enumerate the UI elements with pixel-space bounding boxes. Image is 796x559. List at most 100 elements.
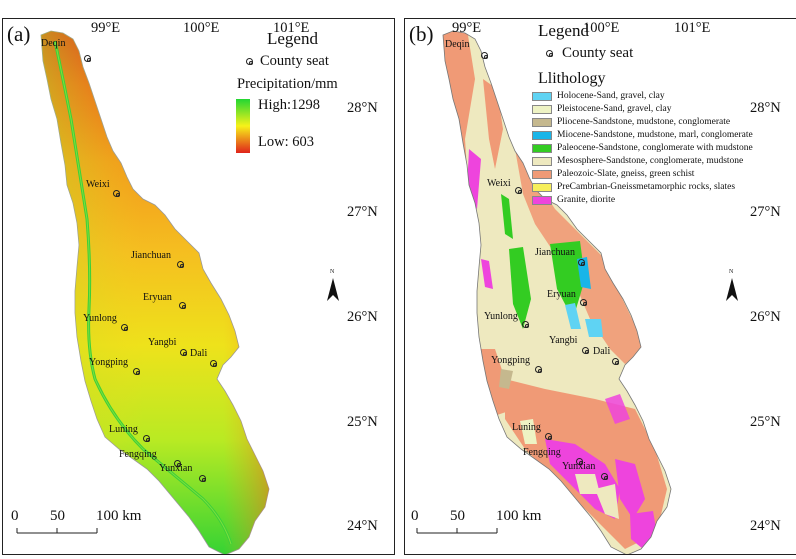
lithology-swatch — [532, 118, 552, 127]
precip-legend-title: Precipitation/mm — [237, 76, 338, 92]
county-seat-icon — [199, 475, 206, 482]
county-seat-icon — [246, 58, 253, 65]
city-label-jianchuan: Jianchuan — [131, 250, 171, 261]
city-label-eryuan: Eryuan — [547, 289, 576, 300]
lithology-swatch — [532, 170, 552, 179]
lithology-label: Granite, diorite — [557, 195, 616, 205]
lithology-swatch — [532, 92, 552, 101]
lithology-label: Miocene-Sandstone, mudstone, marl, congl… — [557, 130, 753, 140]
precip-color-ramp — [236, 99, 250, 153]
county-seat-icon — [535, 366, 542, 373]
lat-label: 27°N — [347, 204, 378, 220]
lithology-label: Mesosphere-Sandstone, conglomerate, muds… — [557, 156, 744, 166]
scale-label-100: 100 km — [96, 508, 142, 524]
city-label-deqin: Deqin — [41, 38, 66, 49]
panel-label: (a) — [7, 22, 31, 46]
city-label-eryuan: Eryuan — [143, 292, 172, 303]
county-seat-legend-label: County seat — [260, 53, 329, 69]
river-line — [54, 40, 232, 545]
lat-label: 24°N — [347, 518, 378, 534]
lat-label: 26°N — [750, 309, 781, 325]
lithology-label: Pliocene-Sandstone, mudstone, conglomera… — [557, 117, 731, 127]
basin-outline — [442, 30, 672, 554]
county-seat-legend-label: County seat — [562, 45, 634, 61]
lat-label: 25°N — [347, 414, 378, 430]
panel-label: (b) — [409, 22, 434, 46]
county-seat-icon — [179, 302, 186, 309]
lon-label: 101°E — [674, 20, 711, 36]
lat-label: 26°N — [347, 309, 378, 325]
county-seat-icon — [522, 321, 529, 328]
county-seat-icon — [576, 458, 583, 465]
city-label-jianchuan: Jianchuan — [535, 247, 575, 258]
lat-label: 28°N — [750, 100, 781, 116]
north-label: N — [729, 269, 734, 275]
precipitation-map-panel: (a) 99°E 100°E 101°E 28°N 27°N 26°N 25°N… — [2, 18, 395, 555]
city-label-yunlong: Yunlong — [484, 311, 518, 322]
county-seat-icon — [174, 460, 181, 467]
lithology-legend-item: Holocene-Sand, gravel, clay — [532, 91, 794, 102]
county-seat-icon — [580, 299, 587, 306]
city-label-dali: Dali — [593, 346, 611, 357]
lithology-swatch — [532, 157, 552, 166]
county-seat-icon — [113, 190, 120, 197]
legend-title: Legend — [267, 29, 318, 48]
north-arrow-icon — [726, 278, 738, 301]
lithology-legend-item: Mesosphere-Sandstone, conglomerate, muds… — [532, 156, 794, 167]
county-seat-icon — [546, 50, 553, 57]
county-seat-icon — [121, 324, 128, 331]
county-seat-icon — [481, 52, 488, 59]
county-seat-icon — [210, 360, 217, 367]
north-label: N — [330, 269, 335, 275]
lon-label: 100°E — [183, 20, 220, 36]
city-label-yunlong: Yunlong — [83, 313, 117, 324]
lat-label: 25°N — [750, 414, 781, 430]
lithology-legend-item: Pleistocene-Sand, gravel, clay — [532, 104, 794, 115]
lithology-map-svg — [416, 30, 672, 554]
lithology-label: Paleocene-Sandstone, conglomerate with m… — [557, 143, 753, 153]
county-seat-icon — [601, 473, 608, 480]
lithology-label: PreCambrian-Gneissmetamorphic rocks, sla… — [557, 182, 736, 192]
city-label-fengqing: Fengqing — [523, 447, 561, 458]
lon-label: 99°E — [91, 20, 121, 36]
lithology-legend-item: Granite, diorite — [532, 195, 794, 206]
scale-label-50: 50 — [50, 508, 65, 524]
north-arrow-icon — [327, 278, 339, 301]
scale-label-100: 100 km — [496, 508, 542, 524]
city-label-yongping: Yongping — [491, 355, 530, 366]
city-label-yunxian: Yunxian — [562, 461, 596, 472]
county-seat-icon — [612, 358, 619, 365]
lon-label: 100°E — [583, 20, 620, 36]
lithology-swatch — [532, 131, 552, 140]
lithology-legend-item: Pliocene-Sandstone, mudstone, conglomera… — [532, 117, 794, 128]
legend-title: Legend — [538, 21, 589, 40]
basin-shading — [41, 31, 269, 554]
precip-low-label: Low: 603 — [258, 134, 314, 150]
county-seat-icon — [180, 349, 187, 356]
lithology-label: Holocene-Sand, gravel, clay — [557, 91, 665, 101]
lat-label: 24°N — [750, 518, 781, 534]
city-label-yongping: Yongping — [89, 357, 128, 368]
county-seat-icon — [515, 187, 522, 194]
lithology-label: Paleozoic-Slate, gneiss, green schist — [557, 169, 695, 179]
lithology-label: Pleistocene-Sand, gravel, clay — [557, 104, 672, 114]
city-label-yunxian: Yunxian — [159, 463, 193, 474]
city-label-weixi: Weixi — [86, 179, 110, 190]
city-label-luning: Luning — [109, 424, 138, 435]
county-seat-icon — [143, 435, 150, 442]
lat-label: 28°N — [347, 100, 378, 116]
county-seat-icon — [582, 347, 589, 354]
lon-label: 101°E — [273, 20, 310, 36]
lithology-map-panel: (b) 99°E 100°E 101°E 28°N 27°N 26°N 25°N… — [404, 18, 796, 555]
precipitation-map-svg — [16, 30, 270, 554]
city-label-yangbi: Yangbi — [549, 335, 578, 346]
city-label-luning: Luning — [512, 422, 541, 433]
lithology-swatch — [532, 196, 552, 205]
city-label-fengqing: Fengqing — [119, 449, 157, 460]
city-label-yangbi: Yangbi — [148, 337, 177, 348]
city-label-dali: Dali — [190, 348, 208, 359]
city-label-weixi: Weixi — [487, 178, 511, 189]
lithology-swatch — [532, 183, 552, 192]
county-seat-icon — [133, 368, 140, 375]
scale-label-0: 0 — [11, 508, 19, 524]
